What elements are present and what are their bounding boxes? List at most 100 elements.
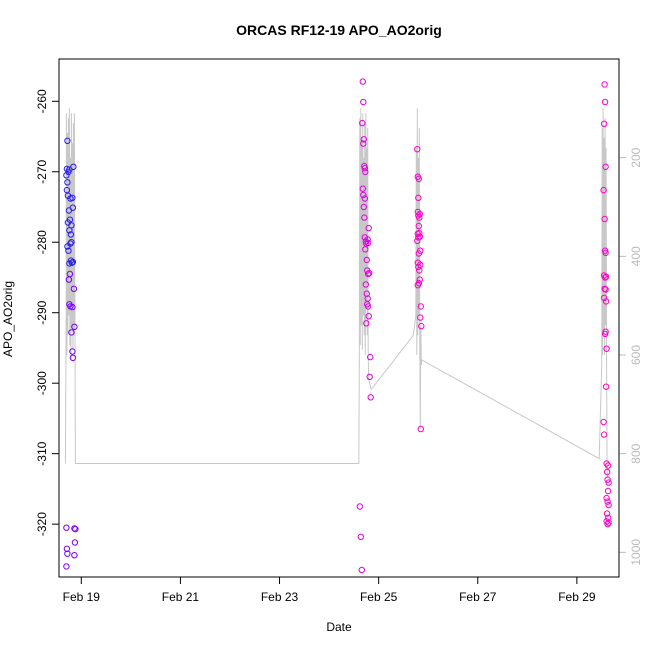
data-point — [359, 78, 366, 85]
data-point — [68, 222, 75, 229]
data-point — [416, 229, 423, 237]
data-point — [417, 261, 424, 268]
data-point — [70, 163, 77, 171]
secondary-y-tick-label: 400 — [629, 246, 643, 266]
data-point — [600, 186, 607, 194]
data-point — [69, 354, 77, 361]
data-point — [605, 519, 612, 526]
data-point — [602, 273, 610, 280]
data-point — [71, 539, 79, 546]
data-point — [359, 119, 366, 127]
data-point — [605, 479, 612, 486]
data-point — [69, 303, 76, 311]
data-point — [68, 239, 75, 246]
data-point — [415, 222, 422, 230]
data-point — [602, 286, 609, 293]
data-point — [600, 120, 608, 128]
data-point — [418, 322, 425, 330]
data-point — [360, 191, 367, 199]
data-point — [366, 270, 373, 277]
data-point — [360, 136, 367, 143]
data-point — [601, 81, 608, 88]
data-point — [63, 172, 70, 179]
data-point — [367, 394, 374, 401]
data-point — [365, 270, 372, 278]
secondary-series-path — [64, 108, 609, 479]
chart-title: ORCAS RF12-19 APO_AO2orig — [236, 22, 442, 38]
data-point — [600, 418, 607, 426]
data-point — [362, 246, 369, 253]
data-point — [603, 510, 611, 517]
data-point — [601, 285, 608, 292]
secondary-y-tick-label: 200 — [629, 147, 643, 167]
data-point — [601, 98, 609, 106]
data-point — [602, 328, 609, 335]
data-point — [357, 533, 364, 540]
x-tick-label: Feb 23 — [261, 590, 299, 604]
data-point — [366, 373, 373, 380]
data-point — [603, 468, 611, 476]
y-axis-label: APO_AO2orig — [1, 281, 15, 357]
data-point — [361, 165, 368, 172]
secondary-y-axis: 200 400 600 800 1000 — [619, 147, 643, 566]
data-point — [63, 563, 70, 570]
data-point — [69, 204, 77, 211]
data-point — [361, 195, 368, 202]
data-point — [69, 194, 76, 202]
y-tick-label: -310 — [35, 441, 49, 465]
data-point — [415, 279, 422, 287]
data-point — [63, 524, 70, 531]
data-point — [415, 250, 422, 257]
data-point — [359, 185, 366, 192]
y-tick-label: -300 — [35, 371, 49, 395]
data-point — [604, 520, 611, 528]
data-point — [603, 494, 610, 502]
data-point — [364, 236, 371, 243]
data-point — [415, 263, 422, 271]
data-point — [360, 98, 367, 106]
data-point — [416, 233, 423, 240]
y-tick-label: -270 — [35, 159, 49, 183]
data-point — [365, 313, 372, 320]
data-point — [601, 215, 608, 223]
data-point — [414, 146, 421, 153]
data-point — [64, 179, 71, 186]
data-point — [69, 348, 76, 355]
data-point — [365, 224, 372, 232]
data-point — [363, 256, 370, 264]
y-axis: -320 -310 -300 -290 -280 -270 -260 — [35, 89, 59, 536]
secondary-y-tick-label: 800 — [629, 443, 643, 463]
data-point — [361, 214, 368, 221]
secondary-y-tick-label: 600 — [629, 345, 643, 365]
data-point — [64, 550, 71, 557]
data-point — [417, 303, 424, 310]
x-tick-label: Feb 19 — [63, 590, 101, 604]
y-tick-label: -290 — [35, 300, 49, 324]
data-point — [367, 353, 374, 361]
data-point — [64, 137, 71, 145]
data-point — [417, 425, 424, 433]
data-point — [415, 194, 422, 202]
data-point — [71, 552, 78, 559]
data-point — [602, 383, 610, 390]
data-point — [415, 175, 422, 183]
data-point — [604, 498, 611, 505]
data-point — [604, 462, 612, 469]
x-tick-label: Feb 21 — [162, 590, 200, 604]
y-tick-label: -320 — [35, 512, 49, 536]
data-point — [71, 525, 78, 532]
data-point — [362, 281, 369, 288]
y-tick-label: -260 — [35, 89, 49, 113]
data-point — [600, 431, 608, 438]
data-point — [67, 231, 75, 238]
data-point — [602, 163, 609, 171]
data-point — [363, 320, 370, 327]
plot-frame — [58, 58, 620, 578]
data-point — [70, 285, 78, 292]
x-axis: Feb 19 Feb 21 Feb 23 Feb 25 Feb 27 Feb 29 — [63, 577, 596, 604]
data-point — [604, 476, 611, 483]
data-point — [365, 239, 372, 247]
data-point — [602, 249, 609, 257]
data-point — [65, 276, 73, 283]
